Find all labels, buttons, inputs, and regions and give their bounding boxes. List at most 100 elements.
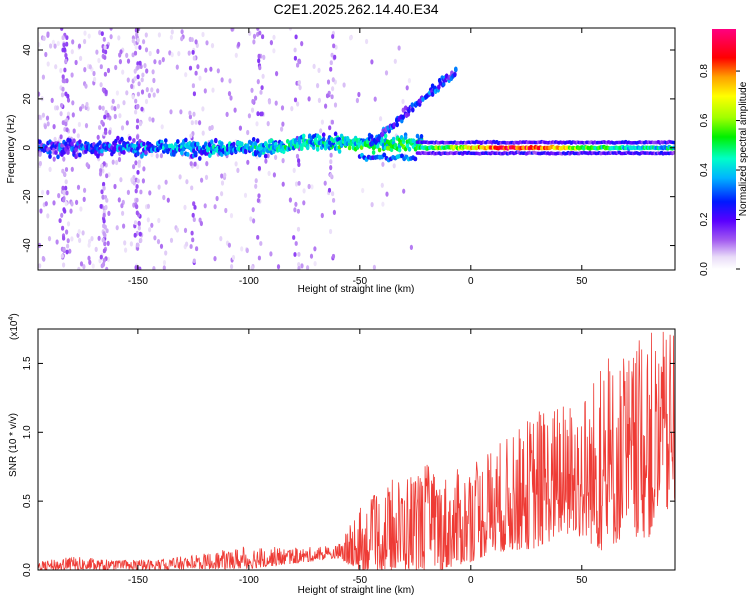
spectrogram-cell [333, 54, 337, 60]
x-tick-label: 0 [468, 575, 474, 586]
spectrogram-cell [48, 166, 52, 172]
spectrogram-cell [393, 142, 398, 148]
spectrogram-cell [103, 114, 107, 120]
spectrogram-cell [117, 197, 121, 203]
spectrogram-cell [137, 81, 141, 87]
spectrogram-cell [191, 83, 195, 89]
spectrogram-cell [109, 34, 113, 40]
spectrogram-cell [261, 34, 265, 40]
spectrogram-cell [272, 172, 276, 178]
spectrogram-cell [292, 167, 296, 173]
spectrogram-cell [72, 128, 76, 134]
spectrogram-cell [257, 255, 261, 261]
spectrogram-cell [255, 138, 260, 144]
spectrogram-cell [310, 184, 314, 190]
spectrogram-cell [238, 125, 242, 131]
spectrogram-cell [315, 146, 320, 152]
spectrogram-cell [46, 189, 50, 196]
spectrogram-cell [134, 265, 138, 270]
spectrogram-cell [125, 120, 129, 126]
spectrogram-cell [104, 89, 108, 95]
spectrogram-cell [175, 227, 179, 233]
spectrogram-cell [136, 170, 140, 175]
spectrogram-cell [169, 34, 173, 40]
spectrogram-cell [258, 30, 262, 36]
spectrogram-cell [245, 247, 249, 254]
spectrogram-cell [196, 64, 200, 70]
spectrogram-cell [262, 54, 266, 61]
spectrogram-cell [201, 106, 205, 112]
spectrogram-cell [381, 201, 385, 207]
spectrogram-cell [38, 263, 42, 269]
spectrogram-cell [269, 251, 273, 257]
colorbar-tick-label: 0.4 [699, 163, 710, 177]
spectrogram-cell [68, 248, 72, 254]
spectrogram-cell [77, 229, 81, 235]
spectrogram-cell [65, 229, 69, 235]
spectrogram-cell [104, 204, 108, 211]
spectrogram-cell [228, 78, 232, 84]
spectrogram-cell [46, 31, 50, 37]
spectrogram-cell [62, 197, 66, 203]
spectrogram-cell [370, 140, 375, 146]
spectrogram-cell [55, 239, 59, 245]
spectrogram-cell [365, 38, 369, 45]
spectrogram-cell [140, 89, 145, 95]
spectrogram-cell [146, 217, 150, 223]
spectrogram-cell [110, 105, 114, 111]
spectrogram-cell [66, 150, 70, 156]
colorbar: 0.0 0.2 0.4 0.6 0.8 Normalized spectral ampl… [699, 29, 749, 276]
spectrogram-cell [330, 52, 334, 58]
spectrogram-cell [96, 134, 100, 140]
spectrogram-cell [397, 147, 402, 153]
spectrogram-cell [331, 191, 335, 197]
spectrogram-cell [437, 84, 441, 90]
spectrogram-cell [178, 174, 182, 180]
spectrogram-cell [54, 150, 58, 156]
spectrogram-cell [320, 119, 324, 125]
spectrogram-cell [131, 94, 135, 100]
spectrogram-cell [157, 217, 161, 224]
spectrogram-cell [60, 253, 64, 259]
spectrogram-cell [66, 221, 71, 227]
spectrogram-cell [192, 217, 196, 223]
snr-scale-factor: (x104) [8, 313, 20, 340]
snr-series-line [38, 331, 675, 570]
spectrogram-cell [243, 148, 248, 154]
y-tick-label: 0.5 [22, 494, 33, 508]
spectrogram-cell [42, 35, 46, 42]
spectrogram-cell [294, 201, 298, 207]
spectrogram-cell [125, 90, 129, 96]
spectrogram-cell [306, 265, 310, 270]
spectrogram-cell [261, 73, 265, 79]
spectrogram-cell [379, 116, 383, 122]
y-tick-label: -20 [22, 189, 33, 204]
spectrogram-cell [144, 32, 148, 38]
spectrogram-heatmap [38, 28, 675, 270]
spectrogram-cell [79, 55, 83, 62]
spectrogram-cell [297, 162, 301, 168]
spectrogram-cell [151, 69, 155, 75]
spectrogram-cell [331, 253, 336, 259]
spectrogram-cell [83, 187, 87, 193]
spectrogram-cell [148, 227, 152, 233]
spectrogram-cell [281, 158, 285, 164]
spectrogram-cell [166, 197, 170, 203]
spectrogram-cell [162, 194, 166, 201]
snr-scale-close: ) [9, 313, 20, 316]
spectrogram-cell [65, 249, 69, 255]
spectrogram-cell [403, 135, 408, 140]
spectrogram-cell [355, 97, 359, 104]
spectrogram-cell [258, 65, 262, 71]
spectrogram-cell [234, 52, 238, 58]
spectrogram-cell [257, 53, 261, 59]
spectrogram-cell [132, 138, 136, 143]
colorbar-tick-label: 0.6 [699, 113, 710, 127]
spectrogram-cell [62, 262, 66, 268]
spectrogram-cell [359, 145, 364, 151]
spectrogram-cell [123, 240, 127, 246]
spectrogram-cell [189, 133, 193, 139]
spectrogram-cell [136, 104, 140, 109]
spectrogram-cell [116, 135, 120, 141]
spectrogram-cell [100, 263, 104, 269]
